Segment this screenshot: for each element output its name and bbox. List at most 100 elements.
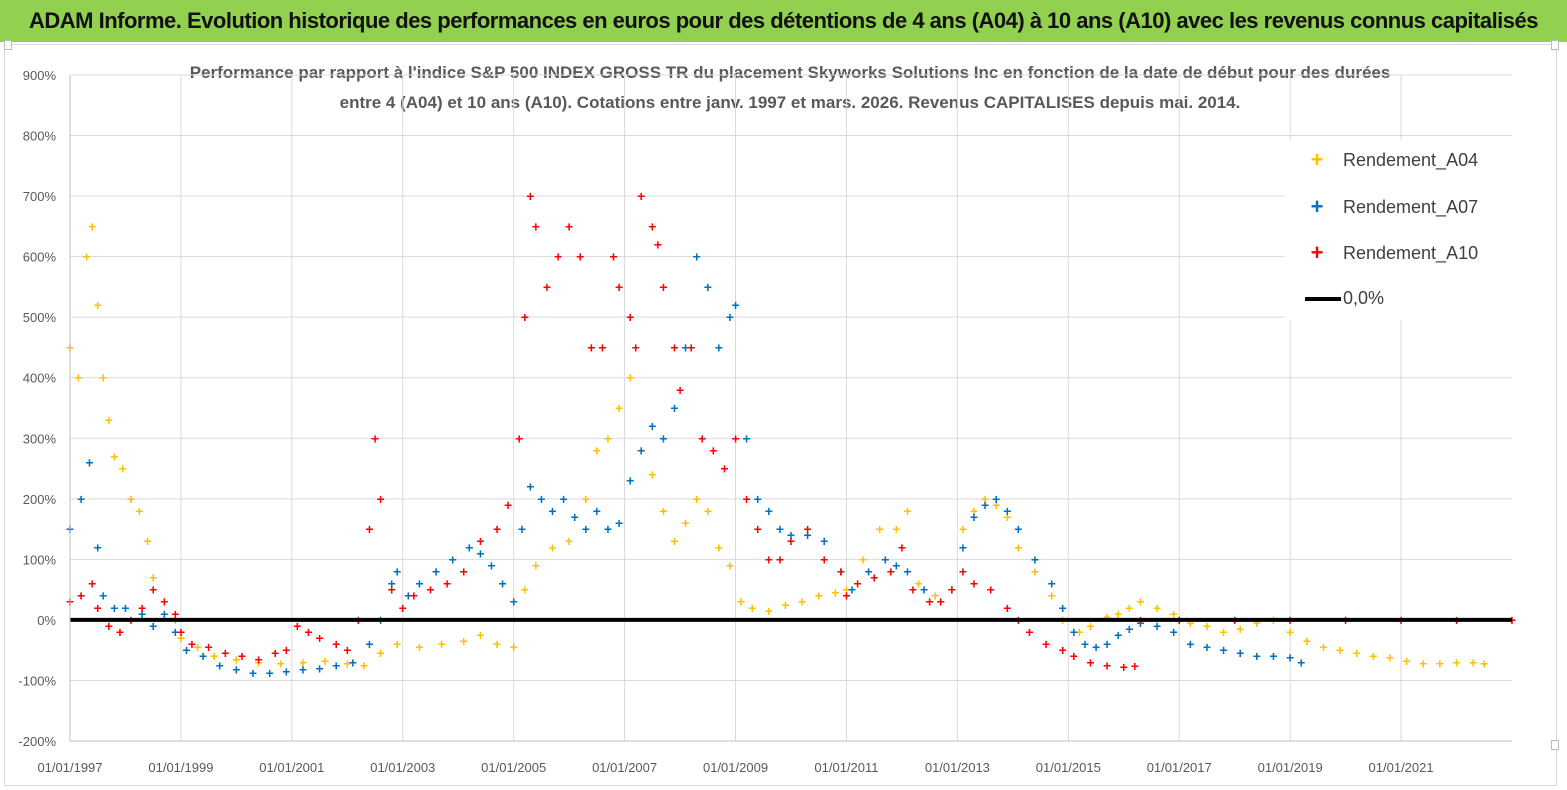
data-point-a10: + [493,521,501,537]
data-point-a10: + [615,279,623,295]
data-point-a07: + [626,473,634,489]
data-point-a07: + [393,563,401,579]
data-point-a07: + [892,557,900,573]
data-point-a10: + [659,279,667,295]
data-point-a07: + [903,563,911,579]
data-point-a07: + [981,497,989,513]
plus-marker-icon: + [1310,240,1324,265]
data-point-a04: + [626,370,634,386]
resize-handle-right[interactable] [1551,740,1559,750]
data-point-a07: + [715,339,723,355]
data-point-a04: + [859,551,867,567]
data-point-a10: + [365,521,373,537]
line-marker-icon [1305,297,1341,301]
data-point-a07: + [1153,618,1161,634]
x-axis-ticks: 01/01/1997 01/01/1999 01/01/2001 01/01/2003… [37,760,1433,775]
page-title: ADAM Informe. Evolution historique des p… [28,8,1539,33]
data-point-a07: + [948,582,956,598]
data-point-a07: + [920,582,928,598]
data-point-a07: + [432,563,440,579]
data-point-a07: + [726,309,734,325]
data-point-a07: + [776,521,784,537]
data-point-a10: + [598,339,606,355]
data-point-a04: + [88,218,96,234]
title-banner [0,0,1567,42]
data-point-a10: + [177,624,185,640]
data-point-a07: + [1014,521,1022,537]
data-point-a10: + [554,249,562,265]
data-point-a07: + [704,279,712,295]
data-point-a07: + [1081,636,1089,652]
data-point-a04: + [127,491,135,507]
data-point-a04: + [321,653,329,669]
data-point-a07: + [992,491,1000,507]
data-point-a04: + [393,636,401,652]
data-point-a04: + [959,521,967,537]
data-point-a04: + [1403,653,1411,669]
data-point-a04: + [1286,624,1294,640]
y-tick-label: 600% [23,250,57,265]
data-marks: + + + + + + + + + + + + + + + + + + + + + + + + + + + + + + + + + + + + + + + +… [66,188,1516,681]
data-point-a07: + [449,551,457,567]
y-tick-label: 300% [23,431,57,446]
data-point-a04: + [704,503,712,519]
data-point-a04: + [737,594,745,610]
data-point-a04: + [726,557,734,573]
data-point-a07: + [1170,624,1178,640]
data-point-a07: + [765,503,773,519]
resize-handle-top-right[interactable] [1551,40,1559,50]
data-point-a07: + [476,545,484,561]
data-point-a10: + [765,551,773,567]
data-point-a10: + [1120,659,1128,675]
y-tick-label: 800% [23,129,57,144]
y-tick-label: 0% [37,613,56,628]
data-point-a04: + [254,654,262,670]
plus-marker-icon: + [1310,147,1324,172]
data-point-a07: + [637,442,645,458]
data-point-a04: + [914,576,922,592]
data-point-a04: + [1319,639,1327,655]
data-point-a04: + [1480,656,1488,672]
data-point-a04: + [970,503,978,519]
x-tick-label: 01/01/2015 [1036,760,1101,775]
x-tick-label: 01/01/1999 [148,760,213,775]
data-point-a07: + [1286,649,1294,665]
chart-legend: + Rendement_A04 + Rendement_A07 + Rendem… [1285,140,1525,320]
data-point-a10: + [1025,624,1033,640]
data-point-a07: + [332,657,340,673]
data-point-a10: + [443,576,451,592]
data-point-a10: + [654,237,662,253]
data-point-a04: + [510,639,518,655]
data-point-a10: + [670,339,678,355]
data-point-a10: + [1131,658,1139,674]
legend-label-a04: Rendement_A04 [1343,150,1479,170]
data-point-a07: + [743,430,751,446]
data-point-a07: + [659,430,667,446]
data-point-a10: + [171,606,179,622]
data-point-a04: + [83,249,91,265]
data-point-a07: + [182,642,190,658]
data-point-a04: + [1086,618,1094,634]
data-point-a10: + [221,645,229,661]
data-point-a07: + [1092,639,1100,655]
data-point-a07: + [582,521,590,537]
plus-marker-icon: + [1310,194,1324,219]
data-point-a04: + [615,400,623,416]
data-point-a07: + [99,588,107,604]
data-point-a04: + [343,656,351,672]
data-point-a04: + [593,442,601,458]
data-point-a10: + [820,551,828,567]
data-point-a04: + [415,639,423,655]
resize-handle-top-left[interactable] [4,40,12,50]
legend-label-a10: Rendement_A10 [1343,243,1479,263]
data-point-a07: + [754,491,762,507]
y-tick-label: 500% [23,310,57,325]
y-tick-label: 700% [23,189,57,204]
data-point-a07: + [937,594,945,610]
data-point-a10: + [138,600,146,616]
data-point-a10: + [720,461,728,477]
data-point-a04: + [149,570,157,586]
data-point-a07: + [499,576,507,592]
data-point-a10: + [648,218,656,234]
data-point-a10: + [388,582,396,598]
